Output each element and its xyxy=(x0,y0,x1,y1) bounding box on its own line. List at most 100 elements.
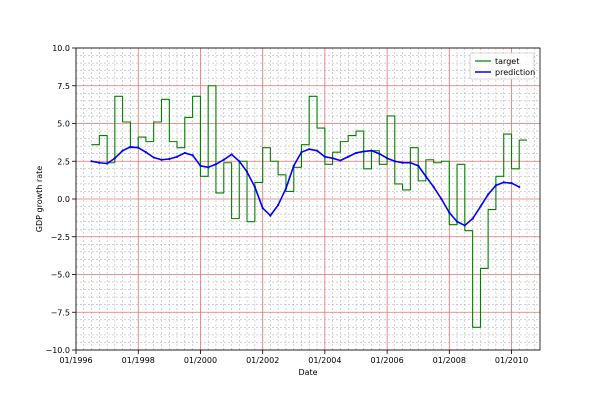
data-point-prediction xyxy=(479,205,482,208)
data-point-target xyxy=(410,147,411,148)
data-point-prediction xyxy=(175,155,179,158)
data-point-target xyxy=(145,141,146,142)
y-tick-label: −5.0 xyxy=(51,271,70,280)
data-point-prediction xyxy=(417,164,420,167)
data-point-target xyxy=(262,147,263,148)
data-point-target xyxy=(394,183,395,184)
data-point-target xyxy=(519,140,520,141)
data-point-prediction xyxy=(300,151,303,154)
data-point-target xyxy=(332,152,333,153)
data-point-prediction xyxy=(199,164,202,167)
data-point-prediction xyxy=(160,158,163,161)
data-point-target xyxy=(503,133,504,134)
data-point-prediction xyxy=(518,185,521,189)
y-tick-label: 0.0 xyxy=(57,195,70,204)
data-point-prediction xyxy=(137,146,140,149)
data-point-prediction xyxy=(401,161,404,164)
data-point-prediction xyxy=(386,157,389,160)
data-point-prediction xyxy=(339,159,342,162)
y-axis-title: GDP growth rate xyxy=(35,166,44,232)
data-point-prediction xyxy=(308,148,311,151)
y-tick-label: −2.5 xyxy=(51,233,70,242)
minor-grid xyxy=(76,48,540,350)
data-point-target xyxy=(309,96,310,97)
data-point-target xyxy=(215,192,216,193)
data-point-target xyxy=(464,230,465,231)
data-point-prediction xyxy=(191,154,194,157)
x-axis: 01/1996 01/1998 01/2000 01/2002 01/2004 01/20… xyxy=(59,350,528,365)
data-point-prediction xyxy=(106,162,109,165)
data-point-target xyxy=(91,144,92,145)
data-point-prediction xyxy=(129,145,132,149)
data-point-target xyxy=(441,161,442,162)
data-point-prediction xyxy=(378,152,381,155)
data-point-prediction xyxy=(277,203,280,207)
data-point-prediction xyxy=(90,160,93,163)
data-point-target xyxy=(472,327,473,328)
legend-label-prediction: prediction xyxy=(495,68,535,77)
data-point-target xyxy=(324,164,325,165)
data-point-target xyxy=(418,180,419,181)
data-point-target xyxy=(301,144,302,145)
x-tick-label: 01/1996 xyxy=(59,356,92,365)
data-point-target xyxy=(254,182,255,183)
x-tick-label: 01/2000 xyxy=(184,356,217,365)
data-point-prediction xyxy=(253,185,256,189)
data-point-target xyxy=(270,161,271,162)
data-point-target xyxy=(184,117,185,118)
legend-label-target: target xyxy=(495,57,519,66)
data-point-prediction xyxy=(269,214,272,217)
data-point-target xyxy=(231,218,232,219)
y-tick-label: 10.0 xyxy=(52,44,70,53)
y-tick-label: 7.5 xyxy=(57,82,70,91)
data-point-target xyxy=(387,115,388,116)
data-point-prediction xyxy=(347,155,350,158)
y-tick-label: 5.0 xyxy=(57,120,70,129)
data-point-target xyxy=(153,121,154,122)
series-line-target xyxy=(91,85,527,328)
data-point-target xyxy=(456,164,457,165)
data-point-prediction xyxy=(261,206,264,210)
data-point-target xyxy=(480,268,481,269)
series-layer xyxy=(90,85,527,328)
data-point-target xyxy=(449,224,450,225)
data-point-prediction xyxy=(494,184,497,187)
data-point-prediction xyxy=(113,157,116,160)
data-point-prediction xyxy=(471,217,474,220)
data-point-target xyxy=(511,168,512,169)
data-point-prediction xyxy=(121,149,124,152)
data-point-prediction xyxy=(222,158,225,161)
legend: target prediction xyxy=(469,52,535,80)
y-axis: 10.0 7.5 5.0 2.5 0.0 −2.5 −5.0 −7.5 −10.0 xyxy=(45,44,76,355)
series-line-prediction xyxy=(91,146,520,227)
data-point-target xyxy=(425,159,426,160)
data-point-prediction xyxy=(463,224,466,227)
data-point-prediction xyxy=(144,151,148,154)
x-tick-label: 01/2002 xyxy=(246,356,279,365)
data-point-target xyxy=(114,96,115,97)
data-point-prediction xyxy=(152,156,155,159)
data-point-prediction xyxy=(323,155,326,158)
data-point-prediction xyxy=(207,166,210,169)
data-point-target xyxy=(208,85,209,86)
data-point-prediction xyxy=(284,187,288,190)
data-point-target xyxy=(122,121,123,122)
x-tick-label: 01/1998 xyxy=(122,356,155,365)
x-tick-label: 01/2008 xyxy=(433,356,466,365)
data-point-target xyxy=(138,136,139,137)
data-point-target xyxy=(200,176,201,177)
x-tick-label: 01/2010 xyxy=(495,356,528,365)
data-point-prediction xyxy=(354,151,358,155)
y-tick-label: −10.0 xyxy=(45,346,70,355)
data-point-target xyxy=(379,164,380,165)
data-point-prediction xyxy=(424,175,427,178)
data-point-target xyxy=(99,135,100,136)
data-point-prediction xyxy=(440,197,443,201)
data-point-prediction xyxy=(98,161,101,164)
data-point-prediction xyxy=(331,157,334,160)
data-point-prediction xyxy=(238,160,241,163)
data-point-prediction xyxy=(315,149,319,152)
data-point-prediction xyxy=(245,170,249,173)
y-tick-label: 2.5 xyxy=(57,157,70,166)
